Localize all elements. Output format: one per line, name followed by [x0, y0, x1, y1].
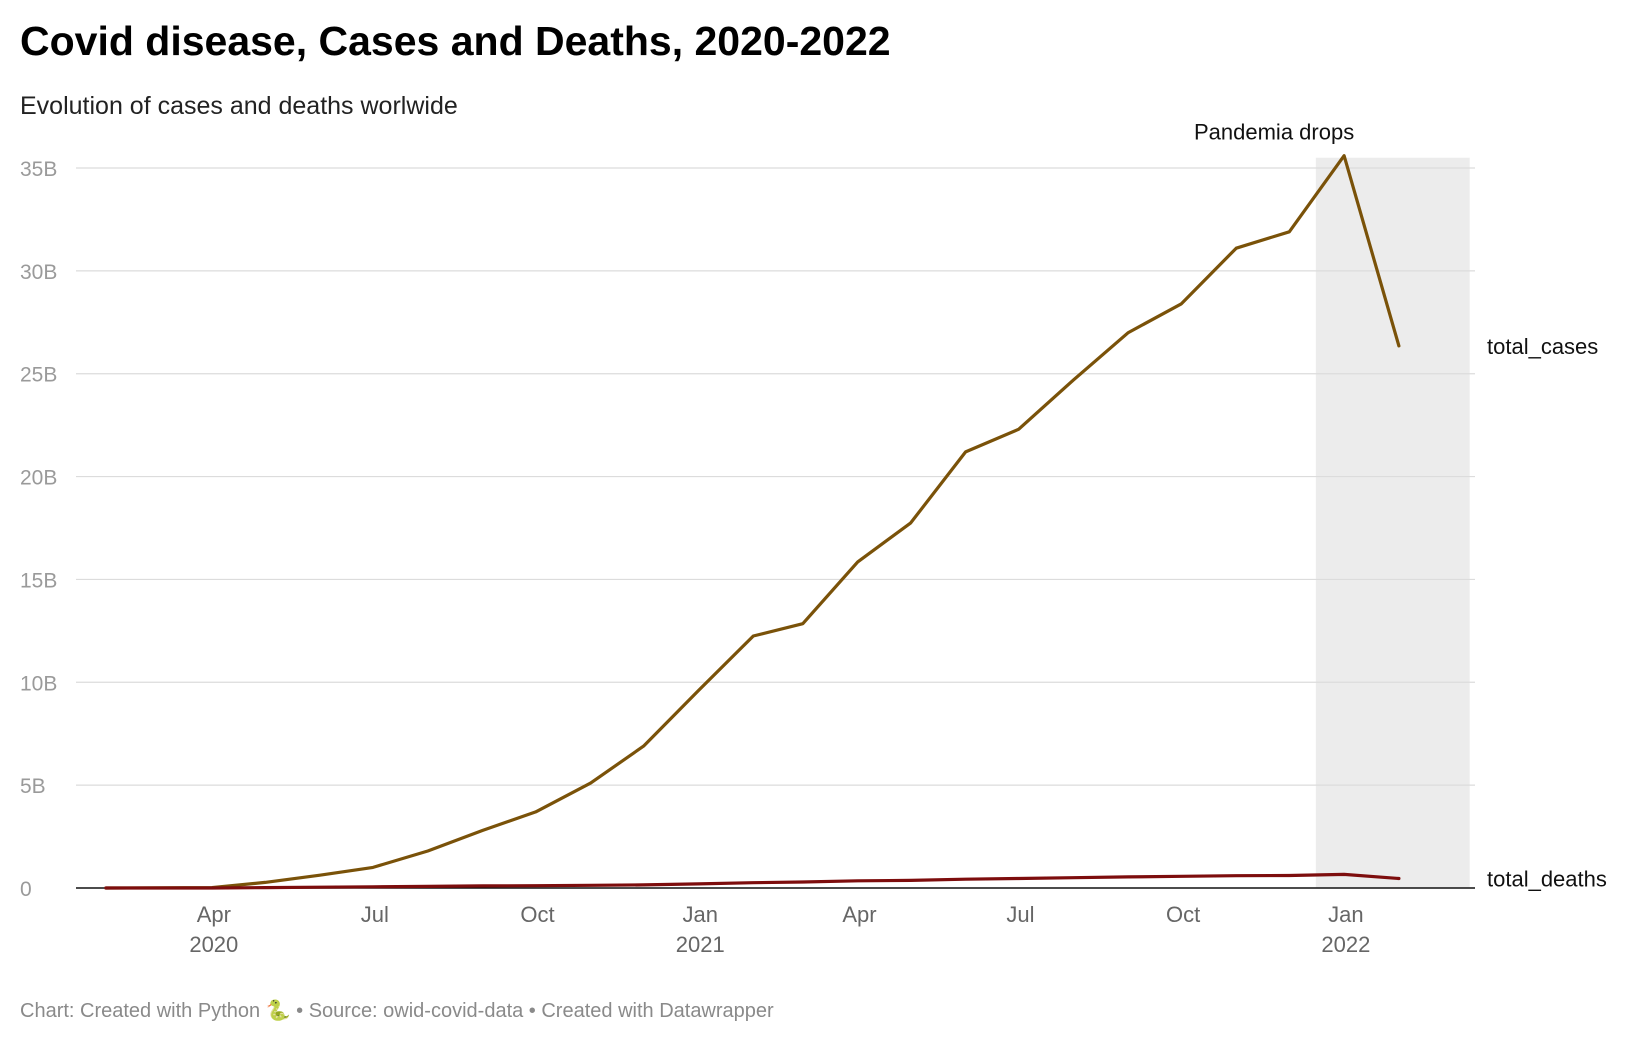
x-tick-year-label: 2022	[1321, 932, 1370, 957]
chart-subtitle: Evolution of cases and deaths worlwide	[20, 92, 458, 120]
chart-title: Covid disease, Cases and Deaths, 2020-20…	[20, 18, 891, 64]
x-tick-label: Apr	[842, 902, 876, 927]
y-tick-label: 30B	[20, 261, 57, 284]
y-tick-label: 0	[20, 878, 32, 901]
x-tick-label: Jul	[1006, 902, 1034, 927]
chart-footer: Chart: Created with Python 🐍 • Source: o…	[20, 1000, 774, 1022]
series-label-total-deaths: total_deaths	[1487, 867, 1607, 892]
highlight-band	[1315, 157, 1470, 888]
series-line-total-cases	[104, 154, 1401, 890]
y-tick-label: 20B	[20, 467, 57, 490]
series-label-total-cases: total_cases	[1487, 334, 1598, 359]
y-tick-label: 10B	[20, 672, 57, 695]
y-tick-label: 25B	[20, 364, 57, 387]
annotation-label: Pandemia drops	[1194, 120, 1354, 145]
x-tick-year-label: 2021	[676, 932, 725, 957]
x-tick-label: Apr	[197, 902, 231, 927]
x-tick-label: Jul	[361, 902, 389, 927]
y-tick-label: 15B	[20, 569, 57, 592]
series-line-total-deaths	[104, 872, 1401, 890]
x-tick-label: Jan	[1328, 902, 1363, 927]
y-tick-label: 5B	[20, 775, 46, 798]
x-tick-year-label: 2020	[189, 932, 238, 957]
x-tick-label: Jan	[683, 902, 718, 927]
x-tick-label: Oct	[1166, 902, 1200, 927]
y-tick-label: 35B	[20, 158, 57, 181]
x-tick-label: Oct	[520, 902, 554, 927]
